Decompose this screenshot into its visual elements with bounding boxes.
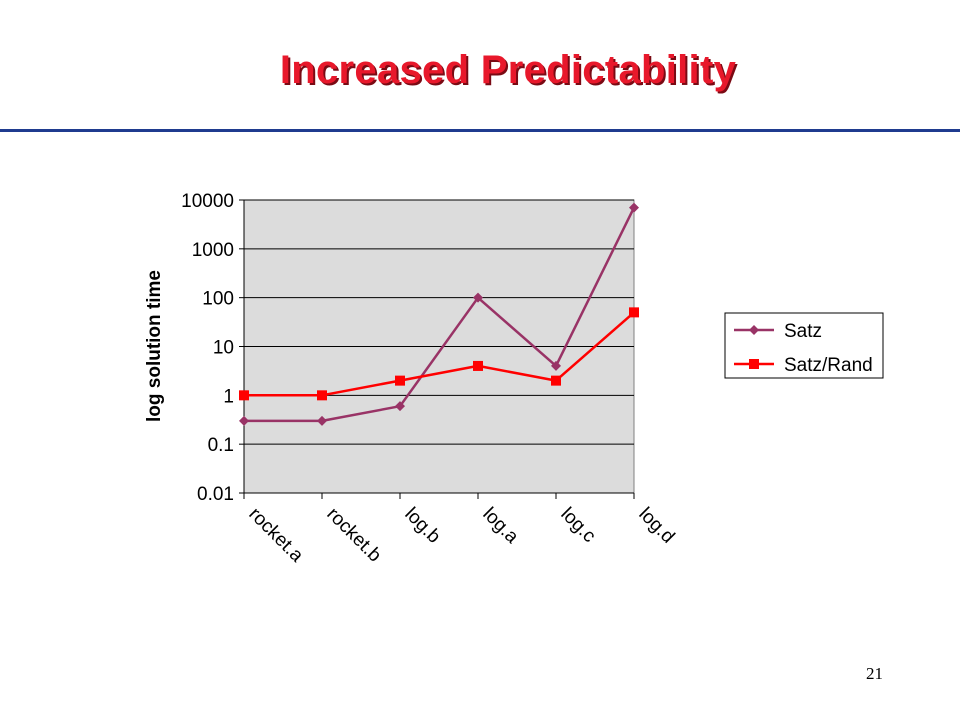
data-point-satz — [239, 415, 249, 426]
page-number: 21 — [866, 664, 883, 683]
x-tick-label: log.b — [400, 504, 444, 548]
y-tick-label: 10 — [213, 338, 234, 359]
data-point-satz-rand — [395, 375, 405, 386]
data-point-satz-rand — [629, 307, 639, 318]
y-tick-label: 100 — [202, 289, 234, 310]
data-point-satz — [629, 202, 639, 213]
data-point-satz — [317, 415, 327, 426]
legend-satz-rand-square — [749, 359, 759, 369]
y-tick-label: 1 — [223, 386, 234, 407]
x-tick-label: log.c — [556, 504, 599, 547]
data-point-satz — [473, 292, 483, 303]
title-divider — [0, 129, 960, 132]
series-line-satz-rand — [244, 311, 635, 397]
legend-label-satz: Satz — [784, 321, 822, 342]
data-point-satz — [551, 360, 561, 371]
legend-satz-diamond — [749, 325, 759, 335]
y-tick-label: 0.01 — [197, 484, 234, 505]
data-point-satz-rand — [239, 390, 249, 401]
gridlines — [244, 199, 634, 445]
legend: Satz Satz/Rand — [724, 312, 884, 379]
x-tick-label: log.a — [478, 504, 522, 548]
legend-label-satz-rand: Satz/Rand — [784, 355, 873, 376]
y-tick-label: 1000 — [192, 240, 234, 261]
y-axis-title: log solution time — [144, 270, 165, 422]
x-tick-label: rocket.b — [322, 504, 385, 567]
slide-title: Increased Predictability — [279, 48, 737, 92]
x-tick-label: log.d — [634, 504, 678, 548]
y-tick-label: 0.1 — [208, 435, 234, 456]
series-lines — [239, 202, 639, 426]
data-point-satz-rand — [551, 375, 561, 386]
y-tick-label: 10000 — [181, 191, 234, 212]
series-line-satz — [244, 207, 636, 423]
data-point-satz-rand — [317, 390, 327, 401]
data-point-satz — [395, 401, 405, 412]
data-point-satz-rand — [473, 360, 483, 371]
x-tick-label: rocket.a — [244, 504, 307, 567]
